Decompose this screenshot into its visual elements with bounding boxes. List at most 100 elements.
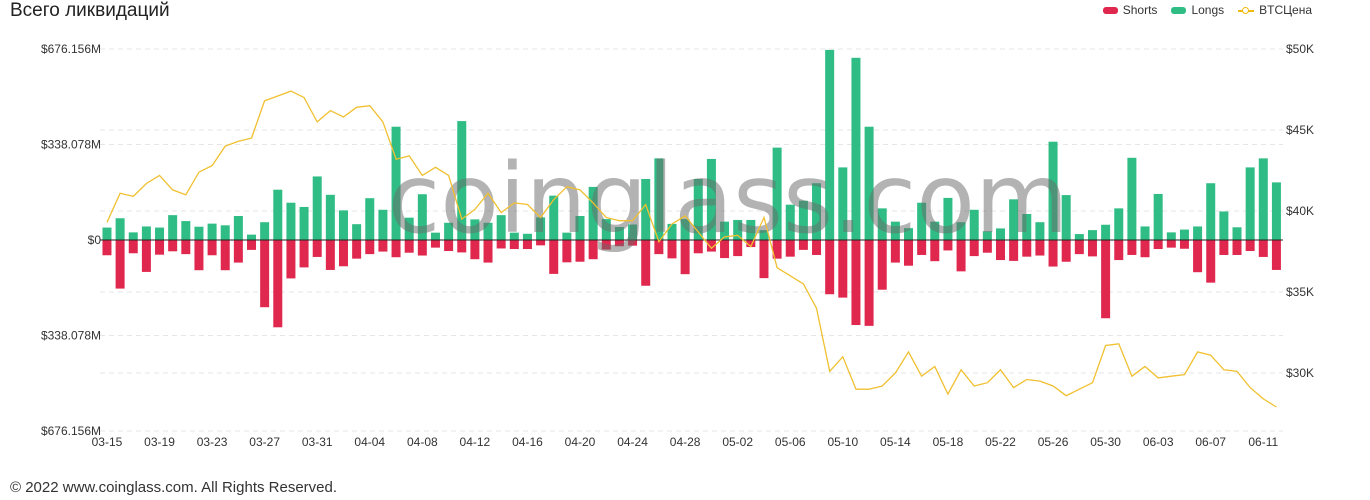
short-bar[interactable]: [522, 240, 532, 250]
long-bar[interactable]: [338, 210, 348, 240]
short-bar[interactable]: [1206, 240, 1216, 283]
long-bar[interactable]: [1245, 167, 1255, 240]
short-bar[interactable]: [233, 240, 243, 263]
short-bar[interactable]: [312, 240, 322, 257]
short-bar[interactable]: [273, 240, 283, 328]
long-bar[interactable]: [194, 226, 204, 240]
long-bar[interactable]: [141, 226, 151, 240]
short-bar[interactable]: [115, 240, 125, 289]
long-bar[interactable]: [785, 204, 795, 240]
long-bar[interactable]: [1035, 222, 1045, 240]
short-bar[interactable]: [706, 240, 716, 252]
long-bar[interactable]: [312, 176, 322, 240]
long-bar[interactable]: [995, 228, 1005, 240]
long-bar[interactable]: [851, 57, 861, 241]
short-bar[interactable]: [260, 240, 270, 308]
short-bar[interactable]: [391, 240, 401, 258]
short-bar[interactable]: [864, 240, 874, 326]
short-bar[interactable]: [601, 240, 611, 250]
short-bar[interactable]: [1022, 240, 1032, 257]
short-bar[interactable]: [128, 240, 138, 254]
short-bar[interactable]: [654, 240, 664, 255]
short-bar[interactable]: [352, 240, 362, 259]
long-bar[interactable]: [733, 219, 743, 240]
legend-item-longs[interactable]: Longs: [1171, 3, 1224, 17]
short-bar[interactable]: [207, 240, 217, 256]
long-bar[interactable]: [247, 234, 257, 240]
long-bar[interactable]: [864, 126, 874, 240]
long-bar[interactable]: [641, 178, 651, 240]
long-bar[interactable]: [746, 219, 756, 240]
short-bar[interactable]: [549, 240, 559, 274]
short-bar[interactable]: [1074, 240, 1084, 255]
long-bar[interactable]: [798, 200, 808, 240]
long-bar[interactable]: [181, 221, 191, 240]
short-bar[interactable]: [1127, 240, 1137, 255]
short-bar[interactable]: [509, 240, 519, 250]
short-bar[interactable]: [141, 240, 151, 272]
long-bar[interactable]: [588, 186, 598, 240]
long-bar[interactable]: [496, 215, 506, 240]
short-bar[interactable]: [365, 240, 375, 255]
short-bar[interactable]: [956, 240, 966, 272]
short-bar[interactable]: [1193, 240, 1203, 273]
long-bar[interactable]: [562, 232, 572, 240]
short-bar[interactable]: [785, 240, 795, 257]
long-bar[interactable]: [549, 195, 559, 240]
long-bar[interactable]: [1074, 234, 1084, 240]
long-bar[interactable]: [601, 219, 611, 240]
long-bar[interactable]: [1153, 193, 1163, 240]
short-bar[interactable]: [299, 240, 309, 268]
long-bar[interactable]: [1206, 183, 1216, 240]
long-bar[interactable]: [1101, 224, 1111, 240]
long-bar[interactable]: [483, 222, 493, 240]
short-bar[interactable]: [838, 240, 848, 298]
long-bar[interactable]: [470, 219, 480, 240]
short-bar[interactable]: [614, 240, 624, 247]
long-bar[interactable]: [890, 221, 900, 240]
short-bar[interactable]: [588, 240, 598, 260]
long-bar[interactable]: [680, 219, 690, 240]
short-bar[interactable]: [575, 240, 585, 262]
short-bar[interactable]: [1048, 240, 1058, 267]
short-bar[interactable]: [1061, 240, 1071, 262]
long-bar[interactable]: [260, 222, 270, 240]
long-bar[interactable]: [430, 232, 440, 240]
short-bar[interactable]: [680, 240, 690, 275]
short-bar[interactable]: [1245, 240, 1255, 252]
long-bar[interactable]: [286, 202, 296, 240]
long-bar[interactable]: [1009, 199, 1019, 240]
long-bar[interactable]: [233, 215, 243, 240]
long-bar[interactable]: [1087, 230, 1097, 240]
short-bar[interactable]: [286, 240, 296, 279]
short-bar[interactable]: [628, 240, 638, 246]
long-bar[interactable]: [1048, 141, 1058, 240]
long-bar[interactable]: [812, 183, 822, 240]
short-bar[interactable]: [562, 240, 572, 263]
long-bar[interactable]: [1271, 182, 1281, 240]
short-bar[interactable]: [536, 240, 546, 246]
short-bar[interactable]: [1009, 240, 1019, 261]
short-bar[interactable]: [890, 240, 900, 263]
short-bar[interactable]: [404, 240, 414, 253]
long-bar[interactable]: [102, 227, 112, 240]
short-bar[interactable]: [102, 240, 112, 256]
long-bar[interactable]: [155, 227, 165, 240]
long-bar[interactable]: [772, 147, 782, 240]
short-bar[interactable]: [1271, 240, 1281, 270]
short-bar[interactable]: [417, 240, 427, 256]
legend-item-btc-price[interactable]: BTCЦена: [1238, 3, 1312, 17]
long-bar[interactable]: [825, 49, 835, 240]
long-bar[interactable]: [720, 221, 730, 240]
short-bar[interactable]: [496, 240, 506, 249]
long-bar[interactable]: [614, 227, 624, 240]
short-bar[interactable]: [693, 240, 703, 254]
short-bar[interactable]: [1140, 240, 1150, 258]
long-bar[interactable]: [877, 208, 887, 240]
long-bar[interactable]: [1114, 208, 1124, 240]
short-bar[interactable]: [1179, 240, 1189, 249]
short-bar[interactable]: [759, 240, 769, 279]
long-bar[interactable]: [220, 225, 230, 240]
short-bar[interactable]: [917, 240, 927, 255]
short-bar[interactable]: [825, 240, 835, 295]
